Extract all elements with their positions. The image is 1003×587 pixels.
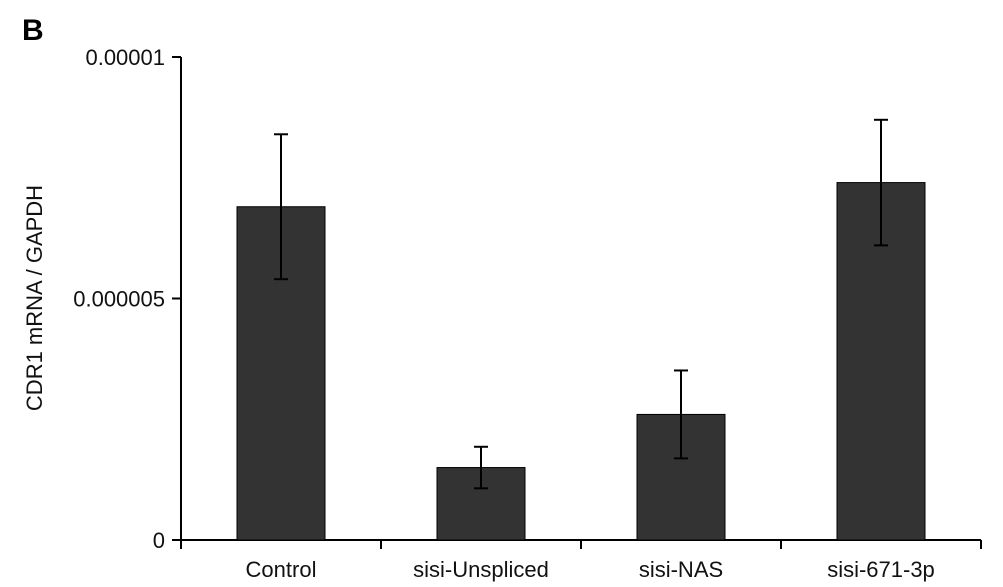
y-ticks: 0 0.000005 0.00001 (73, 45, 181, 553)
y-tick-label: 0.00001 (85, 45, 165, 70)
y-axis-title: CDR1 mRNA / GAPDH (22, 185, 47, 411)
y-tick-label: 0.000005 (73, 287, 165, 312)
x-tick-labels: Control sisi-Unspliced sisi-NAS sisi-671-3p (246, 557, 935, 582)
x-tick-label: sisi-NAS (639, 557, 723, 582)
x-tick-label: Control (246, 557, 317, 582)
bar-sisi-NAS (636, 413, 726, 541)
bars (236, 182, 926, 541)
x-tick-label: sisi-Unspliced (413, 557, 549, 582)
y-tick-label: 0 (153, 528, 165, 553)
x-ticks (180, 540, 982, 549)
error-bars (274, 118, 888, 490)
panel-label: B (22, 14, 44, 47)
x-tick-label: sisi-671-3p (827, 557, 935, 582)
